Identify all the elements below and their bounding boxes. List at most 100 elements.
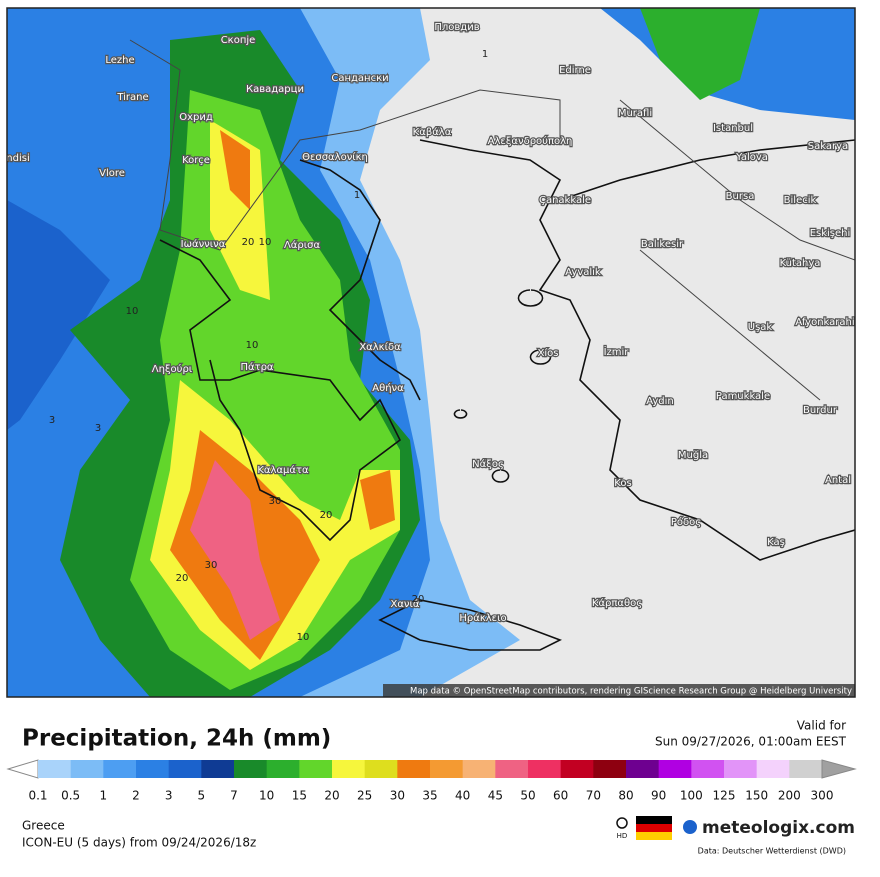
city-label: Edirne (559, 65, 591, 76)
hd-icon[interactable] (616, 817, 628, 829)
contour-label: 10 (246, 340, 259, 351)
legend-swatch (299, 760, 333, 778)
contour-label: 3 (95, 423, 101, 434)
legend-tick-label: 1 (100, 789, 108, 803)
flag[interactable] (636, 816, 672, 840)
city-label: İzmir (604, 345, 630, 358)
city-label: Кавадарци (246, 84, 304, 95)
city-label: Antal (825, 475, 851, 486)
legend: 0.1 0.5 1 2 3 5 7 10 15 20 25 30 35 40 45 50 60 70 80 90 100… (6, 759, 857, 803)
city-label: Bursa (726, 191, 755, 202)
city-label: Bilecik (784, 195, 817, 206)
legend-tick-label: 100 (680, 789, 703, 803)
city-label: Ηράκλειο (459, 612, 506, 624)
legend-swatch (724, 760, 758, 778)
city-label: Πάτρα (240, 361, 273, 373)
city-label: Sakarya (808, 141, 848, 152)
legend-tick-label: 45 (488, 789, 503, 803)
source: Data: Deutscher Wetterdienst (DWD) (698, 847, 846, 856)
legend-swatch (528, 760, 562, 778)
legend-swatch (626, 760, 660, 778)
city-label: Ιωάννινα (181, 238, 226, 250)
legend-swatch (136, 760, 170, 778)
contour-labels: 10 20 10 1 1 3 3 20 30 30 20 10 10 20 (49, 49, 488, 643)
title: Precipitation, 24h (mm) (22, 726, 331, 752)
contour-label: 30 (269, 496, 282, 507)
hd-label[interactable]: HD (617, 832, 628, 840)
brand-logo (683, 820, 697, 834)
city-label: Korçe (182, 155, 210, 166)
city-label: Eskişehi (810, 228, 851, 239)
legend-tick-label: 300 (811, 789, 834, 803)
legend-tick-label: 0.1 (28, 789, 47, 803)
city-label: Murafli (618, 108, 652, 119)
legend-swatch (462, 760, 496, 778)
contour-label: 20 (176, 573, 189, 584)
region: Greece (22, 819, 65, 833)
legend-tick-label: 150 (745, 789, 768, 803)
city-label: Санданcки (331, 73, 388, 84)
legend-swatch (38, 760, 72, 778)
valid-label: Valid for (797, 719, 846, 733)
legend-swatch (103, 760, 137, 778)
city-label: Pamukkale (716, 391, 770, 402)
city-label: Kos (614, 478, 631, 489)
legend-tick-label: 0.5 (61, 789, 80, 803)
contour-label: 30 (205, 560, 218, 571)
legend-tick-label: 25 (357, 789, 372, 803)
legend-tick-label: 30 (390, 789, 405, 803)
legend-swatch (593, 760, 627, 778)
city-label: Lezhe (105, 55, 134, 66)
legend-swatch (266, 760, 300, 778)
city-label: Muğla (678, 449, 708, 461)
city-label: Kütahya (780, 258, 821, 269)
city-label: Αθήνα (372, 382, 404, 394)
legend-tick-label: 90 (651, 789, 666, 803)
city-label: Tirane (116, 92, 148, 103)
legend-tick-label: 35 (422, 789, 437, 803)
legend-tick-label: 60 (553, 789, 568, 803)
legend-tick-label: 125 (713, 789, 736, 803)
city-label: Burdur (803, 405, 838, 416)
legend-swatch (70, 760, 104, 778)
contour-label: 3 (49, 415, 55, 426)
legend-swatch (658, 760, 692, 778)
legend-swatch (789, 760, 823, 778)
legend-swatch (430, 760, 464, 778)
legend-swatch (332, 760, 366, 778)
contour-label: 20 (242, 237, 255, 248)
legend-swatch (691, 760, 725, 778)
city-label: Balıkesir (641, 239, 684, 250)
model: ICON-EU (5 days) from 09/24/2026/18z (22, 836, 256, 850)
city-label: ndisi (6, 153, 29, 164)
legend-tick-label: 70 (586, 789, 601, 803)
city-label: Istanbul (713, 123, 753, 134)
city-label: Uşak (748, 322, 773, 333)
legend-swatch (560, 760, 594, 778)
city-label: Скопје (221, 34, 256, 46)
legend-swatch (234, 760, 268, 778)
valid-time: Sun 09/27/2026, 01:00am EEST (655, 735, 847, 749)
city-label: Vlore (99, 168, 125, 179)
city-label: Aydın (646, 396, 674, 407)
city-label: Καλαμάτα (257, 464, 309, 476)
legend-swatch (397, 760, 431, 778)
city-label: Ayvalık (565, 267, 601, 278)
legend-tick-label: 3 (165, 789, 173, 803)
city-label: Κάρπαθος (592, 597, 642, 609)
contour-label: 10 (259, 237, 272, 248)
city-label: Χανιά (390, 598, 419, 610)
city-label: Νάξος (472, 458, 504, 470)
city-label: Охрид (179, 112, 213, 123)
city-label: Çanakkale (539, 195, 591, 206)
brand: meteologix.com (702, 818, 855, 838)
attribution: Map data © OpenStreetMap contributors, r… (410, 687, 852, 697)
legend-high-arrow (821, 759, 857, 779)
contour-label: 1 (354, 190, 360, 201)
city-label: Yalova (735, 152, 768, 163)
city-label: Καβάλα (413, 126, 452, 138)
city-label: Χαλκίδα (359, 341, 401, 353)
city-label: Ρόδος (671, 516, 701, 528)
legend-tick-label: 2 (132, 789, 140, 803)
